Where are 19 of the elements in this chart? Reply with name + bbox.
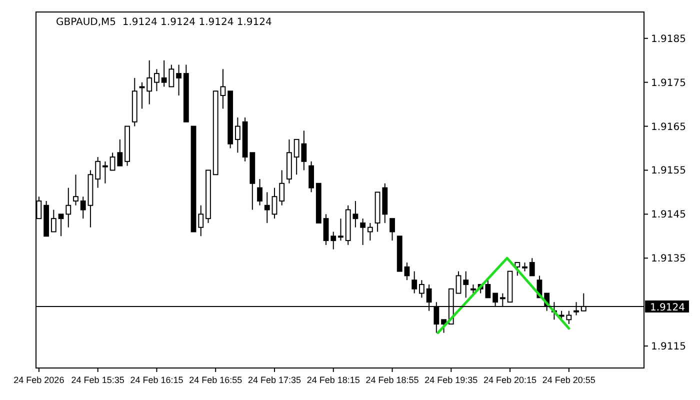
x-tick-label: 24 Feb 18:15 [306, 375, 360, 385]
text: GBPAUD,M5 1.9124 1.9124 1.9124 1.9124 [56, 17, 272, 28]
x-tick-label: 24 Feb 16:55 [189, 375, 242, 385]
x-tick-label: 24 Feb 15:35 [71, 375, 124, 385]
y-tick-label: 1.9145 [651, 210, 686, 221]
x-tick-label: 24 Feb 2026 [14, 375, 64, 385]
y-tick-label: 1.9135 [651, 254, 686, 265]
x-tick-label: 24 Feb 17:35 [248, 375, 302, 385]
y-tick-label: 1.9185 [651, 34, 686, 45]
x-tick-label: 24 Feb 20:15 [484, 375, 537, 385]
ref-line-label: 1.9124 [650, 302, 685, 314]
x-tick-label: 24 Feb 16:15 [130, 375, 184, 385]
x-tick-label: 24 Feb 19:35 [424, 375, 478, 385]
y-tick-label: 1.9155 [651, 166, 686, 177]
y-tick-label: 1.9115 [651, 342, 686, 353]
y-tick-label: 1.9165 [651, 122, 686, 133]
x-tick-label: 24 Feb 18:55 [366, 375, 419, 385]
y-tick-label: 1.9175 [651, 78, 686, 89]
x-tick-label: 24 Feb 20:55 [542, 375, 596, 385]
